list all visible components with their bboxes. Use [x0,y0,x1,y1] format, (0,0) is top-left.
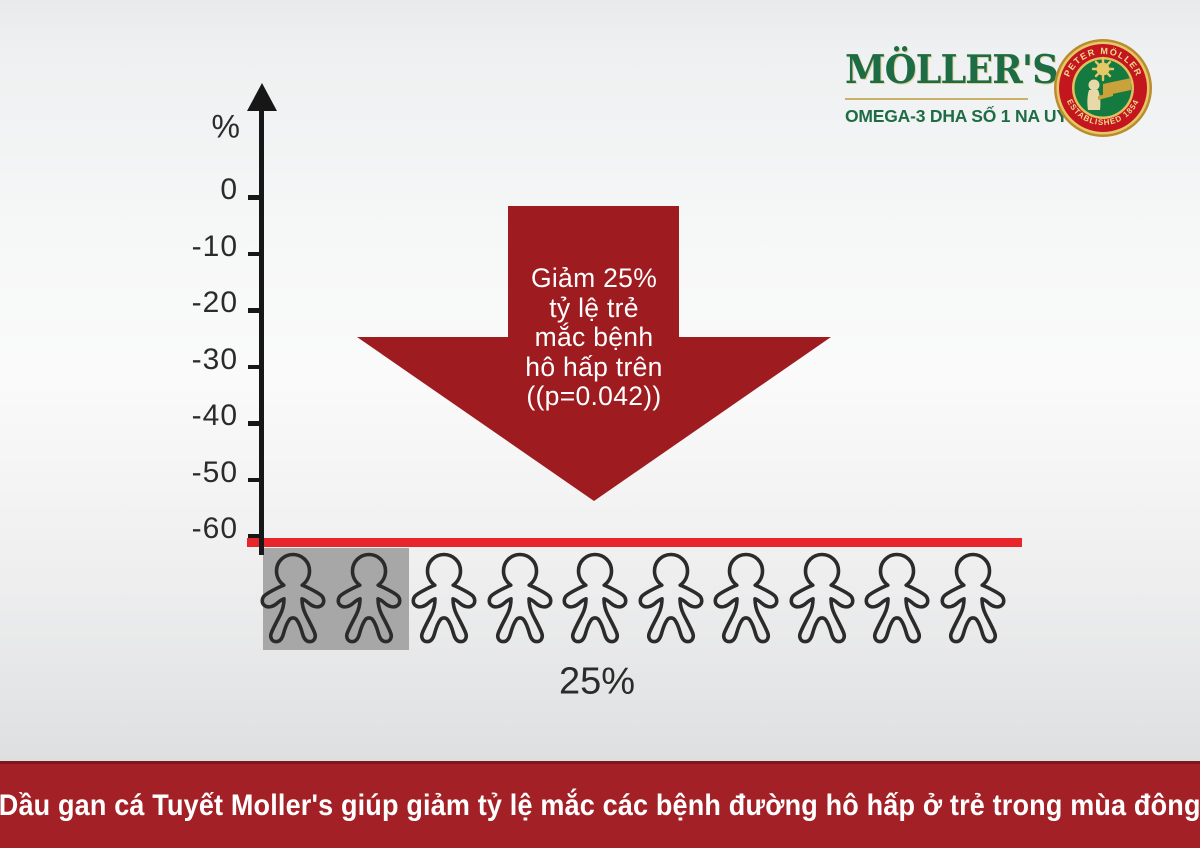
y-tick-label-60: -60 [191,512,238,545]
arrow-caption-line: tỷ lệ trẻ [549,292,639,323]
brand-wordmark: MÖLLER'S [845,47,1059,93]
brand-gold-rule [845,98,1028,100]
y-tick-mark [248,195,260,200]
y-tick-mark [248,477,260,482]
y-tick-mark [248,421,260,426]
y-tick-mark [248,534,260,539]
bottom-banner: Dầu gan cá Tuyết Moller's giúp giảm tỷ l… [0,761,1200,848]
child-figure-icon [713,552,779,644]
brand-seal-icon: PETER MÖLLER ESTABLISHED 1854 [1054,39,1152,137]
brand-logo: MÖLLER'S OMEGA-3 DHA SỐ 1 NA UY [845,39,1165,137]
y-tick-label-40: -40 [191,399,238,432]
child-figure-icon [940,552,1006,644]
y-tick-mark [248,308,260,313]
child-figure-icon [336,552,402,644]
child-figure-icon [562,552,628,644]
baseline-red-line [247,538,1022,547]
seal-fish-shape [1103,78,1131,96]
seal-person-shape [1087,79,1113,110]
arrow-caption-line: ((p=0.042)) [526,381,662,411]
arrow-caption-line: Giảm 25% [530,263,658,293]
y-tick-mark [248,251,260,256]
banner-text: Dầu gan cá Tuyết Moller's giúp giảm tỷ l… [0,789,1200,822]
child-figure-icon [260,552,326,644]
arrow-caption: Giảm 25% tỷ lệ trẻ mắc bệnh hô hấp trên … [459,263,729,412]
down-arrow-icon [357,206,831,501]
y-axis-unit-label: % [211,108,240,145]
y-tick-mark [248,364,260,369]
pictogram-percentage-label: 25% [558,660,636,703]
y-tick-label-50: -50 [191,455,238,489]
y-tick-label-10: -10 [191,229,238,263]
brand-logo-text: MÖLLER'S OMEGA-3 DHA SỐ 1 NA UY [845,44,1068,127]
seal-sun-icon [1091,56,1115,82]
arrow-caption-line: hô hấp trên [525,351,663,382]
child-figure-icon [487,552,553,644]
pictogram-row [260,552,1006,644]
brand-tagline: OMEGA-3 DHA SỐ 1 NA UY [845,106,1068,126]
y-axis-line [259,96,264,555]
child-figure-icon [638,552,704,644]
child-figure-icon [411,552,477,644]
child-figure-icon [864,552,930,644]
y-tick-label-0: 0 [220,173,238,206]
y-tick-label-30: -30 [191,342,238,376]
arrow-caption-line: mắc bệnh [534,322,654,352]
y-tick-label-20: -20 [191,286,238,319]
child-figure-icon [789,552,855,644]
